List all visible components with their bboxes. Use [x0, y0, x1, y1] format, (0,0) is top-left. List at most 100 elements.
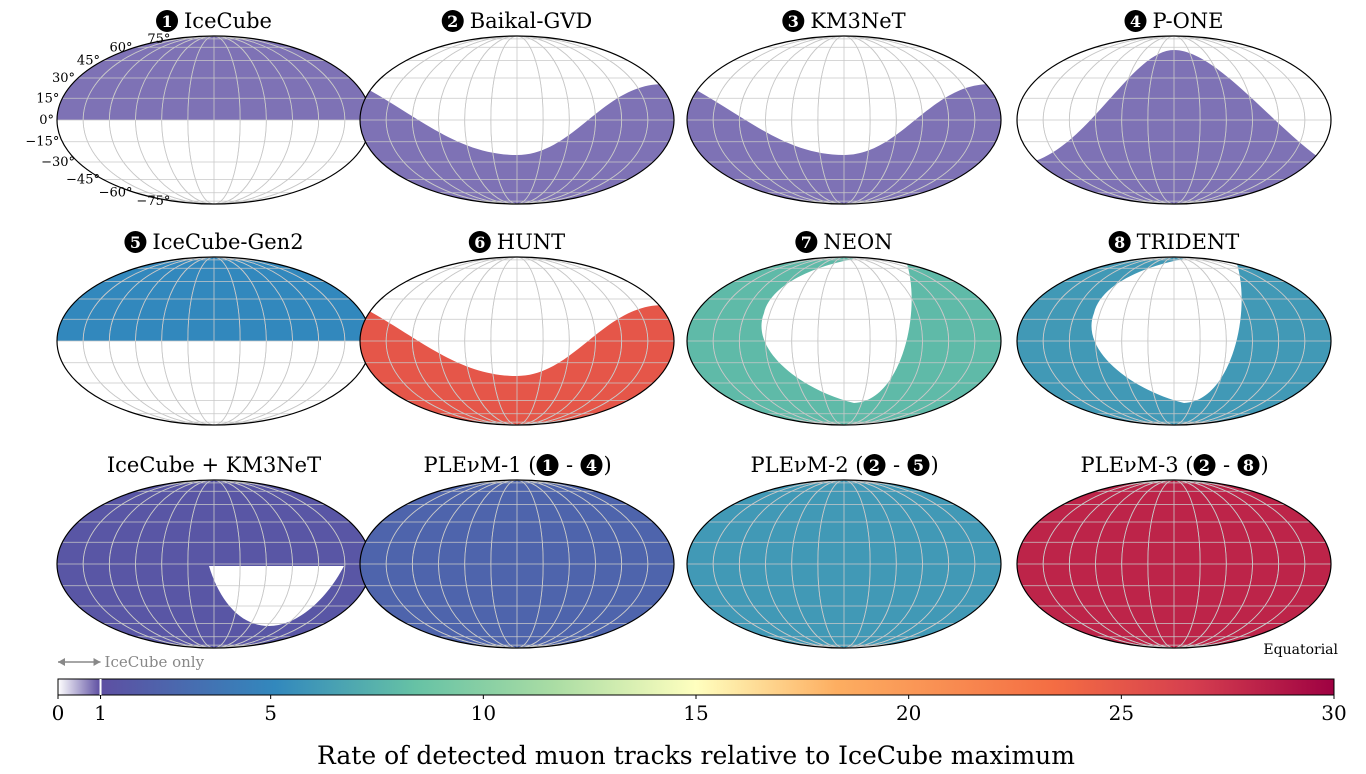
panel-title-text: Baikal-GVD — [470, 9, 593, 33]
badge-number: 4 — [1130, 12, 1141, 31]
panel-title-text: PLEνM-3 ( — [1081, 453, 1194, 477]
latitude-tick-label: −60° — [99, 186, 133, 201]
grid-meridian — [817, 480, 871, 648]
arrow-head-right — [93, 658, 101, 666]
panel-title: PLEνM-1 (1-4) — [424, 453, 612, 477]
sky-map-body — [687, 480, 1001, 648]
grid-meridian — [1121, 36, 1227, 204]
badge-circle — [124, 231, 147, 253]
panel-badge: 5 — [907, 454, 930, 476]
colorbar-tick-label: 15 — [683, 701, 708, 725]
panel-badge: 2 — [441, 10, 464, 32]
badge-circle — [1124, 10, 1147, 32]
latitude-tick-label: −15° — [25, 135, 59, 150]
latitude-tick-label: −45° — [66, 172, 100, 187]
sky-map-body — [687, 36, 1001, 204]
grid-meridian — [712, 257, 976, 425]
grid-meridian — [791, 36, 897, 204]
sky-map-panel: Baikal-GVD 2 — [359, 9, 675, 205]
panel-title: TRIDENT 8 — [1108, 230, 1239, 254]
panel-title-text: IceCube-Gen2 — [152, 230, 303, 254]
grid-meridian — [765, 257, 923, 425]
grid-meridian — [161, 36, 267, 204]
grid-meridian — [385, 257, 649, 425]
grid-meridian — [187, 480, 241, 648]
panel-badge: 5 — [124, 231, 147, 253]
grid-meridian — [187, 257, 241, 425]
badge-number: 3 — [788, 12, 799, 31]
panel-badge: 2 — [863, 454, 886, 476]
badge-circle — [441, 10, 464, 32]
grid-meridian — [1042, 480, 1306, 648]
grid-meridian — [712, 480, 976, 648]
badge-circle — [156, 10, 179, 32]
sky-map-panels: IceCube 1 Baikal-GVD 2 KM3NeT 3 P-ONE 4 IceCube-… — [25, 9, 1338, 658]
panel-title-text: NEON — [823, 230, 892, 254]
grid-meridian — [765, 480, 923, 648]
badge-circle — [795, 231, 818, 253]
panel-title: NEON 7 — [795, 230, 893, 254]
grid-meridian — [464, 36, 570, 204]
latitude-tick-label: 75° — [147, 32, 170, 47]
panel-badge: 1 — [536, 454, 559, 476]
panel-title: KM3NeT 3 — [782, 9, 906, 33]
panel-badge: 4 — [1124, 10, 1147, 32]
panel-title-text: P-ONE — [1153, 9, 1224, 33]
badge-circle — [782, 10, 805, 32]
sky-map-body — [57, 480, 371, 648]
latitude-tick-label: 15° — [36, 91, 59, 106]
grid-meridian — [765, 36, 923, 204]
badge-circle — [863, 454, 886, 476]
sky-outline — [686, 479, 1002, 649]
panel-badge: 8 — [1237, 454, 1260, 476]
visible-sky-region — [360, 84, 674, 204]
sky-map-panel: HUNT 6 — [359, 230, 675, 426]
sky-map-body — [1017, 480, 1331, 648]
grid-meridian — [161, 257, 267, 425]
sky-outline — [359, 256, 675, 426]
blind-sky-region — [1091, 257, 1242, 403]
colorbar-tick-label: 0 — [52, 701, 65, 725]
badge-number: 1 — [161, 12, 172, 31]
colorbar-tick-label: 25 — [1109, 701, 1134, 725]
grid-meridian — [385, 36, 649, 204]
badge-circle — [580, 454, 603, 476]
title-close-paren: ) — [604, 453, 612, 477]
colorbar-tick-label: 20 — [896, 701, 921, 725]
sky-map-body — [1017, 257, 1331, 425]
badge-number: 7 — [801, 233, 812, 252]
grid-meridian — [791, 480, 897, 648]
grid-meridian — [438, 36, 596, 204]
grid-meridian — [108, 257, 320, 425]
grid-meridian — [1121, 257, 1227, 425]
grid-meridian — [1147, 480, 1201, 648]
sky-map-body — [1017, 36, 1331, 204]
grid-meridian — [411, 480, 623, 648]
sky-map-panel: NEON 7 — [686, 230, 1002, 426]
title-dash: - — [566, 453, 573, 477]
grid-meridian — [464, 480, 570, 648]
grid-meridian — [411, 36, 623, 204]
badge-number: 8 — [1243, 456, 1254, 475]
title-dash: - — [1223, 453, 1230, 477]
grid-meridian — [738, 257, 950, 425]
grid-meridian — [161, 480, 267, 648]
badge-number: 5 — [130, 233, 141, 252]
sky-map-body — [360, 480, 674, 648]
sky-map-panel: PLEνM-2 (2-5) — [686, 453, 1002, 649]
latitude-tick-label: −30° — [41, 155, 75, 170]
sky-map-panel: PLEνM-3 (2-8) — [1016, 453, 1332, 649]
grid-meridian — [108, 36, 320, 204]
panel-title: IceCube + KM3NeT — [107, 453, 321, 477]
badge-number: 4 — [586, 456, 597, 475]
sky-outline — [686, 256, 1002, 426]
grid-meridian — [738, 36, 950, 204]
badge-number: 5 — [913, 456, 924, 475]
colorbar-tick-label: 1 — [94, 701, 107, 725]
grid-meridian — [738, 480, 950, 648]
grid-meridian — [1121, 480, 1227, 648]
colorbar-tick-label: 10 — [471, 701, 496, 725]
sky-outline — [1016, 35, 1332, 205]
grid-meridian — [135, 480, 293, 648]
